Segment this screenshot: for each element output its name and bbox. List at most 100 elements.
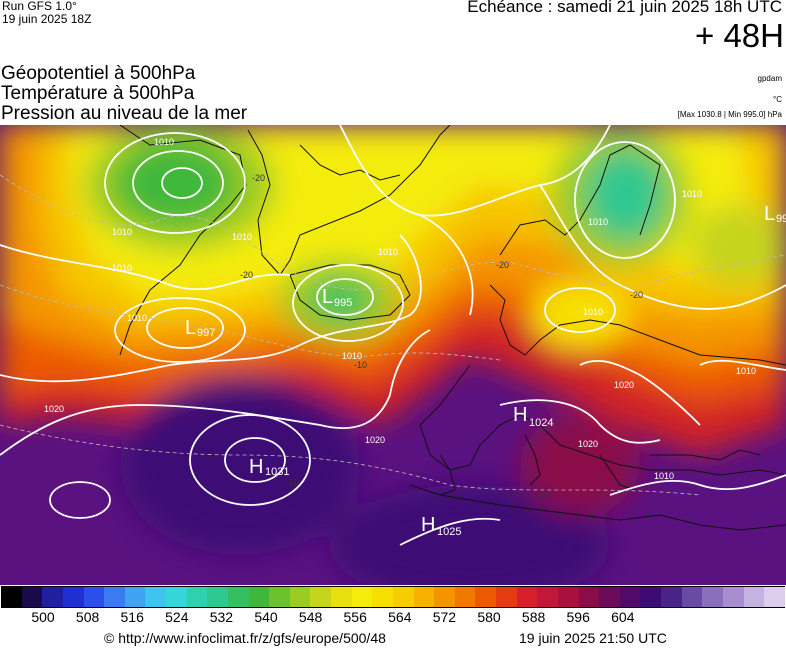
color-swatch: [310, 587, 331, 607]
color-swatch: [661, 587, 682, 607]
isobar-label: 1010: [112, 227, 132, 237]
color-scale-label: 596: [566, 609, 590, 625]
color-swatch: [62, 587, 84, 607]
color-scale-label: 540: [254, 609, 278, 625]
color-swatch: [496, 587, 517, 607]
low-center-letter: L: [322, 286, 333, 308]
high-center-letter: H: [249, 456, 263, 478]
color-swatch: [722, 587, 744, 607]
high-center-letter: H: [421, 514, 435, 536]
color-swatch: [599, 587, 620, 607]
color-scale-label: 556: [343, 609, 367, 625]
color-swatch: [640, 587, 661, 607]
isobars: [0, 125, 786, 546]
parameter-geopotential: Géopotentiel à 500hPa: [1, 63, 196, 84]
lead-time: + 48H: [695, 17, 784, 54]
isotherms: [0, 174, 786, 496]
isobar-labels: 1010 1010 1010 1010 1010 1010 1010 1010 …: [44, 137, 756, 481]
color-scale-label: 548: [298, 609, 323, 625]
high-center-value: 1031: [265, 466, 289, 478]
color-scale-label: 588: [521, 609, 546, 625]
isotherm-label: -20: [630, 290, 643, 300]
isobar-label: 1010: [127, 313, 147, 323]
isobar-label: 1010: [232, 232, 252, 242]
isotherm-label: -10: [286, 477, 299, 487]
color-swatch: [454, 587, 476, 607]
unit-geopotential: gpdam: [757, 74, 782, 83]
low-center-value: 995: [334, 297, 352, 309]
run-model: Run GFS 1.0°: [2, 0, 77, 13]
low-center-value: 99: [776, 213, 786, 225]
isobar-label: 1020: [578, 439, 598, 449]
isotherm-label: -20: [252, 173, 265, 183]
unit-temperature: °C: [773, 95, 782, 104]
isotherm-labels: -20 -20 -20 -20 -10 -10 -10: [240, 173, 643, 499]
color-swatch: [227, 587, 249, 607]
weather-map[interactable]: H 1031 H 1024 H 1025 L 995 L 997 L 99 10…: [0, 125, 786, 585]
low-center-letter: L: [764, 203, 775, 225]
color-swatch: [578, 587, 600, 607]
isobar-label: 1010: [736, 366, 756, 376]
color-swatch: [537, 587, 558, 607]
parameter-temperature: Température à 500hPa: [1, 83, 195, 104]
color-swatch: [743, 587, 765, 607]
color-scale-label: 532: [209, 609, 234, 625]
color-swatch: [392, 587, 414, 607]
color-swatch: [124, 587, 146, 607]
color-swatch: [166, 587, 187, 607]
isobar-label: 1010: [154, 137, 174, 147]
color-swatch: [764, 587, 785, 607]
isobar-label: 1010: [112, 263, 132, 273]
low-center-value: 997: [197, 327, 215, 339]
color-swatch: [248, 587, 270, 607]
high-center-letter: H: [513, 404, 527, 426]
high-center-value: 1024: [529, 417, 553, 429]
color-swatch: [351, 587, 373, 607]
color-swatch: [331, 587, 352, 607]
isobar-label: 1010: [378, 247, 398, 257]
pressure-range: [Max 1030.8 | Min 995.0] hPa: [677, 110, 782, 119]
isotherm-label: -10: [536, 489, 549, 499]
color-scale-label: 524: [165, 609, 189, 625]
isobar-label: 1010: [583, 307, 603, 317]
color-swatch: [83, 587, 105, 607]
color-swatch: [104, 587, 125, 607]
color-swatch: [516, 587, 538, 607]
color-scale-bar: [1, 586, 785, 608]
color-scale-label: 508: [75, 609, 100, 625]
isobar-label: 1020: [365, 435, 385, 445]
color-swatch: [434, 587, 455, 607]
color-swatch: [269, 587, 290, 607]
isobar-label: 1020: [614, 380, 634, 390]
isobar-label: 1010: [342, 351, 362, 361]
coastlines: [119, 125, 786, 531]
color-swatch: [372, 587, 393, 607]
valid-time: Echéance : samedi 21 juin 2025 18h UTC: [467, 0, 782, 16]
color-swatch: [145, 587, 166, 607]
generated-date: 19 juin 2025 21:50 UTC: [519, 630, 667, 646]
geopotential-field: [0, 125, 786, 585]
color-scale-label: 580: [477, 609, 501, 625]
color-swatch: [1, 587, 22, 607]
isotherm-label: -10: [354, 360, 367, 370]
source-url[interactable]: © http://www.infoclimat.fr/z/gfs/europe/…: [104, 630, 386, 646]
color-scale-label: 572: [432, 609, 457, 625]
color-swatch: [681, 587, 703, 607]
color-swatch: [557, 587, 579, 607]
pressure-centers: H 1031 H 1024 H 1025 L 995 L 997 L 99: [185, 203, 786, 538]
color-swatch: [21, 587, 43, 607]
isobar-label: 1020: [44, 404, 64, 414]
color-swatch: [289, 587, 311, 607]
low-center-letter: L: [185, 317, 196, 339]
parameter-pressure: Pression au niveau de la mer: [1, 103, 248, 124]
high-center-value: 1025: [437, 526, 461, 538]
run-date: 19 juin 2025 18Z: [2, 12, 92, 26]
color-swatch: [475, 587, 496, 607]
color-scale-labels: 500 508 516 524 532 540 548 556 564 572 580 588 596 6…: [0, 609, 786, 627]
isobar-label: 1010: [588, 217, 608, 227]
color-scale-label: 516: [120, 609, 144, 625]
color-swatch: [702, 587, 723, 607]
isobar-label: 1010: [654, 471, 674, 481]
color-swatch: [207, 587, 228, 607]
color-scale-label: 604: [611, 609, 635, 625]
